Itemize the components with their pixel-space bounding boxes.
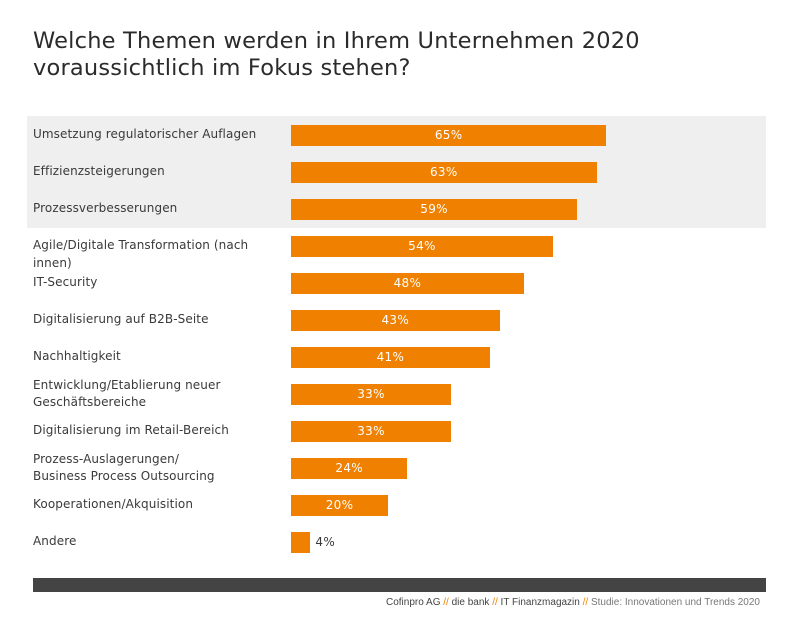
source-part-1: Cofinpro AG	[386, 597, 441, 608]
source-part-4: Studie: Innovationen und Trends 2020	[590, 597, 760, 608]
value-label: 33%	[357, 423, 385, 438]
value-label: 24%	[335, 460, 363, 475]
category-label: Andere	[33, 534, 77, 549]
value-label: 65%	[434, 127, 463, 142]
bar	[291, 346, 490, 368]
source-part-2: die bank	[451, 597, 490, 608]
source-separator-3: //	[582, 597, 589, 608]
chart-title-line-2: voraussichtlich im Fokus stehen?	[33, 55, 411, 81]
bar	[291, 457, 408, 479]
value-label: 48%	[393, 275, 422, 290]
category-label: IT-Security	[33, 275, 98, 290]
category-label: Digitalisierung auf B2B-Seite	[33, 312, 209, 327]
category-label: Agile/Digitale Transformation (nach inne…	[33, 238, 249, 270]
bar	[291, 161, 597, 183]
bar	[291, 420, 452, 442]
bar	[291, 531, 311, 553]
category-label: Prozessverbesserungen	[33, 201, 178, 216]
value-label: 4%	[315, 534, 336, 549]
value-label: 59%	[420, 201, 448, 216]
bar	[291, 309, 500, 331]
source-line: Cofinpro AG // die bank // IT Finanzmaga…	[386, 597, 760, 608]
footer-band	[33, 578, 766, 592]
category-label: Umsetzung regulatorischer Auflagen	[33, 127, 257, 142]
category-label: Nachhaltigkeit	[33, 349, 121, 364]
bar	[291, 198, 578, 220]
bar	[291, 124, 607, 146]
category-label: Effizienzsteigerungen	[33, 164, 165, 179]
value-label: 20%	[325, 497, 354, 512]
bar	[291, 494, 388, 516]
bar	[291, 235, 553, 257]
category-label: Entwicklung/Etablierung neuer Geschäftsb…	[33, 377, 221, 410]
chart-title-line-1: Welche Themen werden in Ihrem Unternehme…	[33, 28, 640, 54]
source-separator-1: //	[443, 597, 449, 608]
value-label: 41%	[376, 349, 405, 364]
category-label: Kooperationen/Akquisition	[33, 497, 194, 512]
chart-title: Welche Themen werden in Ihrem Unternehme…	[33, 28, 773, 82]
bar	[291, 383, 452, 405]
category-label: Digitalisierung im Retail-Bereich	[33, 423, 229, 438]
value-label: 63%	[429, 164, 458, 179]
bar	[291, 272, 524, 294]
value-label: 54%	[408, 238, 436, 253]
value-label: 33%	[357, 386, 385, 401]
category-label: Prozess-Auslagerungen/ Business Process …	[33, 451, 215, 484]
value-label: 43%	[381, 312, 410, 327]
source-separator-2: //	[492, 597, 498, 608]
source-part-3: IT Finanzmagazin	[500, 597, 580, 608]
